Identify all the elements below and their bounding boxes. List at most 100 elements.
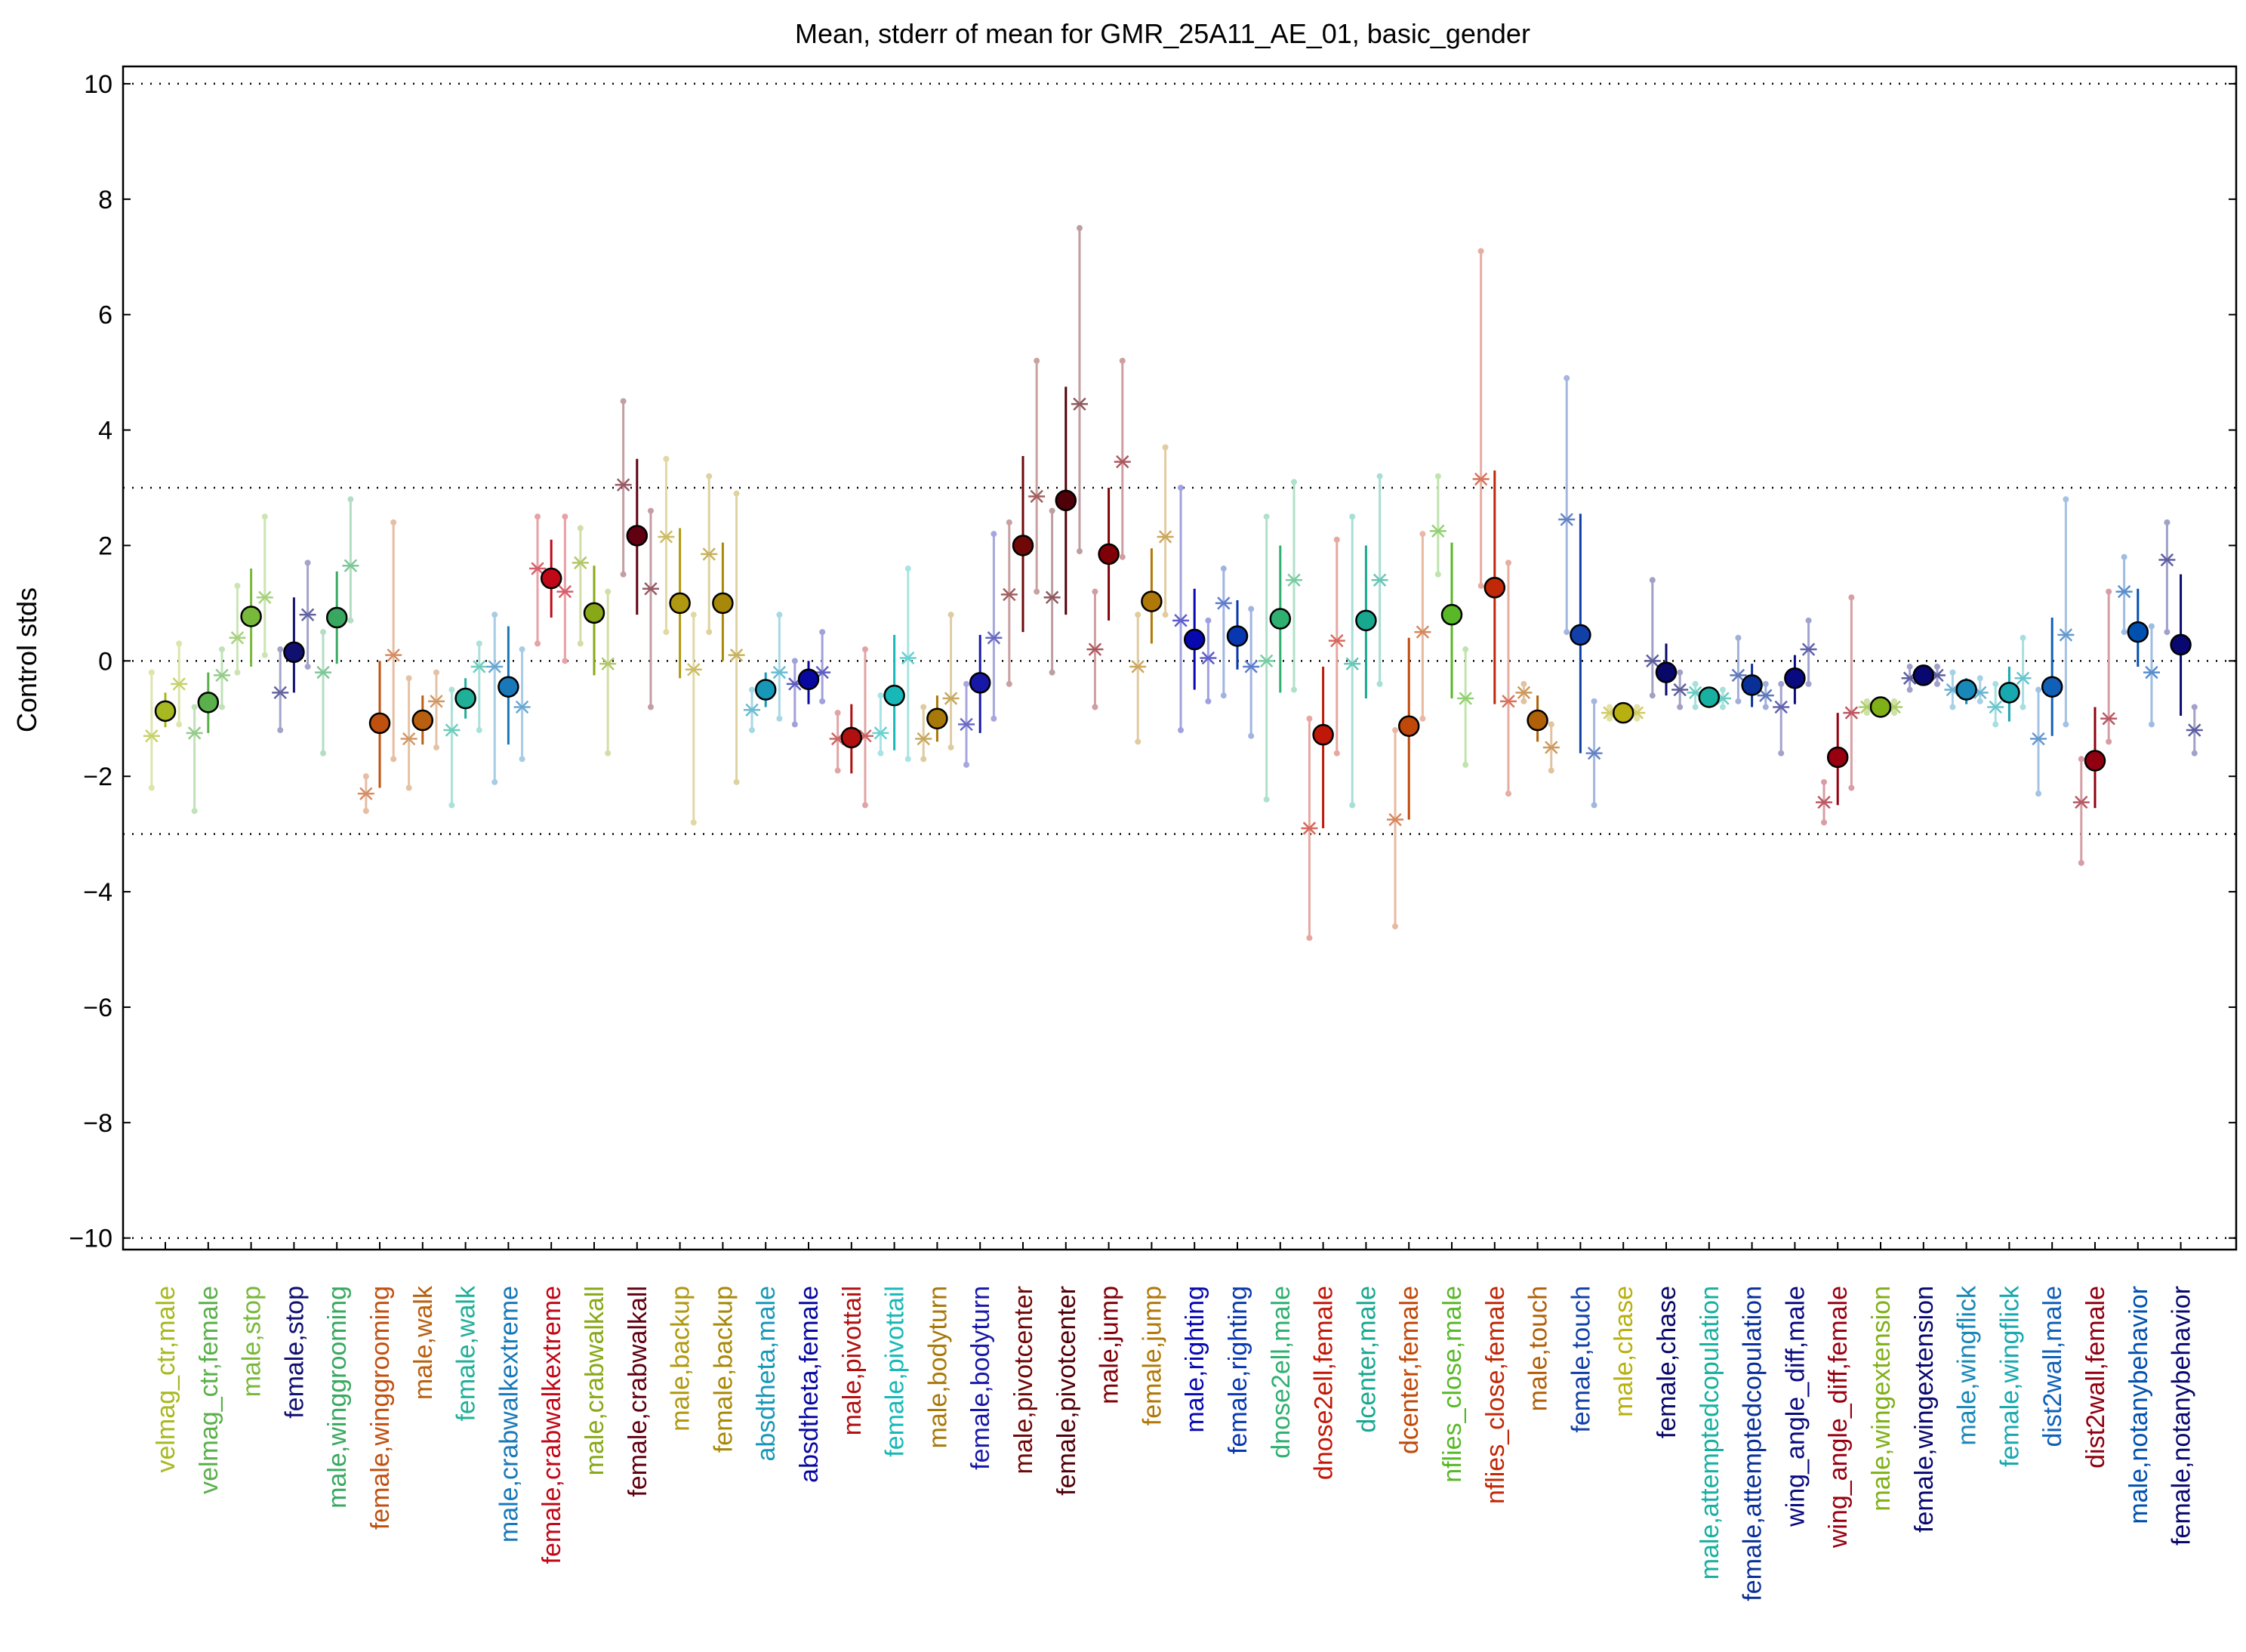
spread-point: [947, 744, 954, 750]
sample-star: [1387, 812, 1404, 827]
category-label: male,touch: [1524, 1286, 1553, 1411]
sample-star: [942, 692, 960, 705]
mean-point: [154, 700, 177, 723]
spread-point: [1762, 704, 1769, 710]
sample-star: [872, 726, 889, 740]
spread-point: [2035, 686, 2042, 693]
x-axis-ticks: [165, 1242, 2182, 1250]
spread-point: [1891, 698, 1898, 704]
spread-point: [1092, 704, 1098, 710]
mean-point: [540, 567, 562, 590]
spread-point: [1505, 791, 1511, 797]
mean-point: [283, 641, 305, 664]
mean-point: [2127, 621, 2149, 643]
sample-star: [342, 559, 359, 572]
sample-star: [427, 695, 445, 708]
spread-point: [2035, 791, 2042, 797]
y-tick-label: 4: [98, 417, 112, 445]
sample-star: [1816, 795, 1833, 809]
category-label: female,attemptedcopulation: [1739, 1286, 1767, 1601]
sample-star: [229, 631, 246, 645]
spread-point: [834, 767, 841, 774]
category-label: female,pivotcenter: [1052, 1286, 1081, 1496]
spread-point: [1564, 374, 1570, 381]
spread-point: [1992, 721, 1999, 728]
spread-point: [861, 646, 868, 653]
category-label: female,wingflick: [1995, 1285, 2024, 1467]
sample-star: [556, 584, 574, 599]
sample-star: [701, 547, 718, 561]
sample-star: [256, 590, 273, 604]
category-label: absdtheta,male: [752, 1286, 781, 1462]
sample-star: [771, 665, 788, 680]
spread-point: [320, 750, 327, 757]
sample-star: [1499, 695, 1517, 708]
spread-point: [663, 455, 670, 462]
mean-point: [1440, 603, 1463, 626]
sample-star: [2143, 665, 2160, 680]
sample-star: [272, 686, 289, 700]
spread-point: [690, 819, 697, 826]
category-label: female,pivottail: [881, 1286, 910, 1457]
sample-star: [2115, 584, 2133, 599]
category-label: female,crabwalkextreme: [538, 1286, 566, 1564]
category-label: male,wingflick: [1953, 1285, 1982, 1446]
spread-point: [733, 490, 740, 497]
spread-point: [877, 692, 884, 699]
sample-star: [1071, 397, 1088, 411]
spread-point: [476, 727, 482, 734]
mean-point: [840, 726, 863, 749]
spread-point: [1119, 553, 1126, 560]
sample-star: [1243, 660, 1260, 673]
sample-star: [1457, 692, 1474, 705]
sample-star: [1644, 654, 1661, 668]
spread-point: [1735, 698, 1742, 704]
sample-star: [299, 608, 316, 621]
sample-star: [143, 729, 160, 743]
spread-point: [362, 808, 369, 815]
spread-point: [663, 629, 670, 636]
sample-star: [1987, 700, 2004, 714]
spread-point: [1805, 680, 1812, 687]
plot-frame: [122, 65, 2238, 1251]
error-bars: [164, 387, 2183, 828]
mean-point: [1355, 609, 1377, 632]
spread-point: [1848, 784, 1855, 791]
spread-point: [1462, 646, 1469, 653]
mean-points: [154, 489, 2192, 772]
sample-star: [1301, 821, 1318, 835]
spread-point: [2191, 704, 2198, 710]
mean-point: [1570, 624, 1591, 646]
sample-star: [1542, 741, 1560, 754]
sample-star: [1843, 706, 1860, 720]
y-tick-label: −4: [83, 878, 112, 907]
sample-star: [1414, 625, 1431, 639]
category-labels: velmag_ctr,male velmag_ctr,female male,sto…: [152, 1285, 2196, 1601]
category-label: female,walk: [452, 1285, 481, 1422]
spread-point: [1805, 617, 1812, 624]
spread-point: [261, 652, 268, 658]
spread-point: [1591, 802, 1597, 809]
sample-star: [513, 700, 531, 714]
spread-point: [920, 756, 927, 763]
mean-point: [368, 712, 391, 735]
category-label: male,chase: [1610, 1286, 1638, 1417]
spread-point: [1677, 704, 1684, 710]
mean-point: [1698, 686, 1721, 708]
sample-star: [915, 732, 932, 746]
category-label: male,notanybehavior: [2124, 1286, 2153, 1524]
spread-point: [405, 675, 412, 682]
y-tick-label: 0: [98, 647, 112, 676]
mean-point: [883, 684, 905, 707]
spread-point: [191, 808, 198, 815]
category-label: male,walk: [409, 1285, 438, 1400]
spread-point: [1634, 704, 1641, 710]
sample-star: [171, 677, 188, 691]
spread-point: [1735, 634, 1742, 641]
mean-point: [797, 668, 820, 691]
mean-point: [1312, 723, 1334, 746]
sample-star: [1172, 614, 1190, 627]
spread-point: [1677, 669, 1684, 676]
mean-point: [669, 592, 691, 615]
